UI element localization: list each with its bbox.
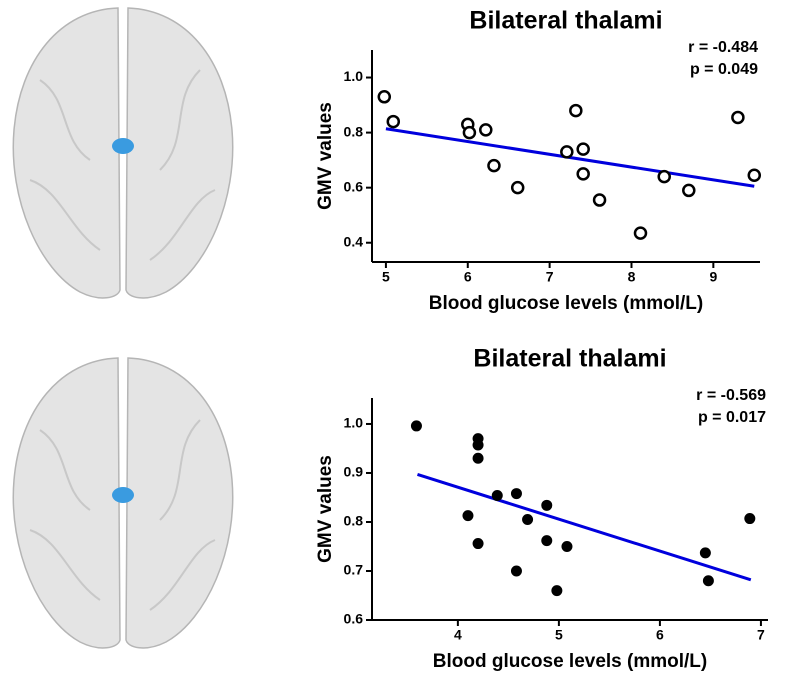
data-point	[522, 514, 534, 526]
data-point	[510, 180, 525, 195]
data-point	[487, 158, 501, 173]
y-axis-label: GMV values	[315, 455, 336, 563]
x-axis-label: Blood glucose levels (mmol/L)	[433, 651, 708, 672]
data-point	[479, 123, 493, 137]
x-tick-label: 5	[382, 269, 390, 285]
data-point	[569, 103, 583, 118]
data-point	[657, 169, 671, 184]
data-point	[576, 142, 590, 156]
chart-title: Bilateral thalami	[469, 7, 662, 35]
y-tick-label: 0.8	[344, 513, 364, 529]
y-axis-label: GMV values	[315, 102, 336, 210]
annotation: r = -0.484	[688, 39, 758, 56]
x-tick-label: 9	[709, 269, 717, 285]
data-point	[462, 125, 477, 140]
y-tick-label: 1.0	[344, 68, 364, 84]
data-point	[747, 168, 762, 183]
x-tick-label: 6	[464, 269, 472, 285]
data-point	[510, 488, 522, 500]
x-tick-label: 8	[628, 269, 636, 285]
thalamus-highlight	[112, 138, 134, 154]
data-point	[541, 535, 553, 547]
data-point	[576, 167, 590, 181]
thalamus-highlight	[112, 487, 134, 503]
data-point	[682, 183, 696, 198]
y-tick-label: 0.8	[344, 123, 364, 139]
data-point	[702, 575, 714, 587]
data-point	[472, 452, 484, 464]
y-tick-label: 1.0	[344, 415, 364, 431]
x-tick-label: 5	[555, 627, 563, 643]
right-hemisphere	[125, 357, 234, 649]
y-tick-label: 0.9	[344, 464, 364, 480]
data-point	[560, 145, 574, 159]
data-point	[462, 510, 474, 522]
data-point	[592, 193, 607, 207]
y-tick-label: 0.4	[344, 233, 364, 249]
y-tick-label: 0.7	[344, 562, 364, 578]
data-point	[491, 490, 503, 502]
data-point	[561, 540, 573, 552]
data-point	[472, 538, 484, 550]
x-tick-label: 6	[656, 627, 664, 643]
x-tick-label: 4	[454, 627, 462, 643]
left-hemisphere	[12, 7, 121, 299]
sulci	[29, 69, 216, 261]
brain-bottom	[12, 357, 234, 649]
data-point	[510, 565, 522, 577]
annotation: r = -0.569	[696, 387, 766, 404]
x-tick-label: 7	[546, 269, 554, 285]
annotation: p = 0.017	[698, 409, 766, 426]
right-hemisphere	[125, 7, 234, 299]
data-point	[541, 499, 553, 511]
y-tick-label: 0.6	[344, 178, 364, 194]
left-hemisphere	[12, 357, 121, 649]
data-point	[377, 90, 392, 104]
brain-top	[12, 7, 234, 299]
data-point	[410, 420, 422, 432]
x-tick-label: 7	[757, 627, 765, 643]
chart-title: Bilateral thalami	[473, 345, 666, 373]
data-point	[744, 513, 756, 525]
annotation: p = 0.049	[690, 61, 758, 78]
data-point	[386, 114, 401, 129]
fit-line	[417, 473, 752, 582]
x-axis-label: Blood glucose levels (mmol/L)	[429, 293, 704, 314]
sulci	[29, 419, 216, 611]
data-point	[551, 585, 563, 597]
y-tick-label: 0.6	[344, 611, 364, 627]
data-point	[633, 226, 648, 240]
data-point	[731, 110, 745, 125]
data-point	[699, 547, 711, 559]
data-point	[472, 439, 484, 451]
